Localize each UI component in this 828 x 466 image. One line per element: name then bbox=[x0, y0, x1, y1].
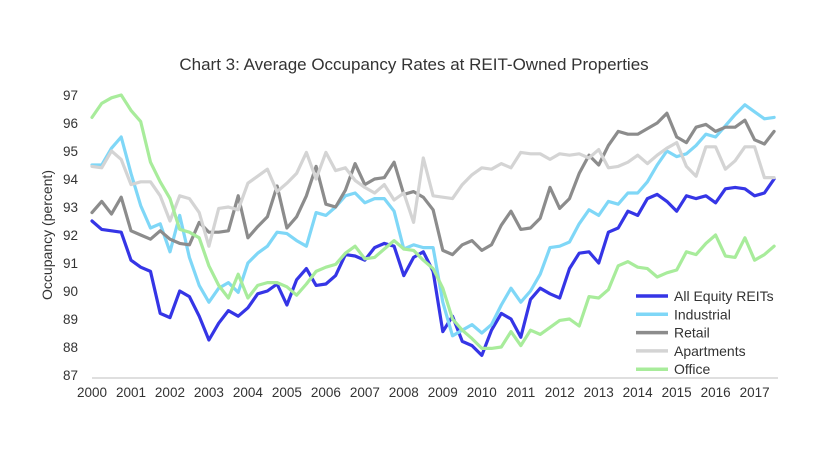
y-ticks: 97 96 95 94 93 92 91 90 89 88 87 bbox=[63, 88, 79, 383]
x-tick-label: 2005 bbox=[272, 385, 302, 400]
y-tick-label: 94 bbox=[63, 172, 79, 187]
legend: All Equity REITs Industrial Retail Apartmen… bbox=[636, 288, 774, 377]
x-tick-label: 2010 bbox=[467, 385, 497, 400]
x-tick-label: 2016 bbox=[701, 385, 731, 400]
y-tick-label: 91 bbox=[63, 256, 78, 271]
x-tick-label: 2017 bbox=[740, 385, 770, 400]
y-tick-label: 97 bbox=[63, 88, 78, 103]
x-tick-label: 2012 bbox=[545, 385, 575, 400]
x-tick-label: 2004 bbox=[233, 385, 264, 400]
x-tick-label: 2011 bbox=[506, 385, 535, 400]
chart-title: Chart 3: Average Occupancy Rates at REIT… bbox=[179, 55, 648, 74]
x-tick-label: 2000 bbox=[77, 385, 107, 400]
legend-label-office: Office bbox=[674, 361, 711, 377]
x-tick-label: 2013 bbox=[584, 385, 614, 400]
x-tick-label: 2002 bbox=[155, 385, 185, 400]
series-line-office bbox=[90, 93, 776, 350]
y-tick-label: 87 bbox=[63, 368, 78, 383]
legend-label-apartments: Apartments bbox=[674, 343, 746, 359]
legend-label-industrial: Industrial bbox=[674, 306, 731, 322]
legend-label-retail: Retail bbox=[674, 325, 710, 341]
x-tick-label: 2006 bbox=[311, 385, 341, 400]
y-tick-label: 96 bbox=[63, 116, 78, 131]
y-axis-label: Occupancy (percent) bbox=[39, 170, 55, 300]
series-line-industrial bbox=[90, 103, 776, 338]
y-tick-label: 92 bbox=[63, 228, 78, 243]
x-tick-label: 2009 bbox=[428, 385, 458, 400]
x-ticks: 2000 2001 2002 2003 2004 2005 2006 2007 2008 2009… bbox=[77, 385, 770, 400]
x-tick-label: 2015 bbox=[662, 385, 692, 400]
y-tick-label: 90 bbox=[63, 284, 78, 299]
x-tick-label: 2008 bbox=[389, 385, 419, 400]
series-line-retail bbox=[90, 111, 776, 257]
y-tick-label: 93 bbox=[63, 200, 78, 215]
y-tick-label: 95 bbox=[63, 144, 78, 159]
x-tick-label: 2001 bbox=[116, 385, 146, 400]
x-tick-label: 2003 bbox=[194, 385, 224, 400]
series-lines bbox=[90, 93, 776, 357]
legend-label-all-equity-reits: All Equity REITs bbox=[674, 288, 774, 304]
x-tick-label: 2007 bbox=[350, 385, 380, 400]
y-tick-label: 89 bbox=[63, 312, 78, 327]
x-tick-label: 2014 bbox=[623, 385, 654, 400]
y-tick-label: 88 bbox=[63, 340, 78, 355]
series-line-apartments bbox=[90, 141, 776, 248]
